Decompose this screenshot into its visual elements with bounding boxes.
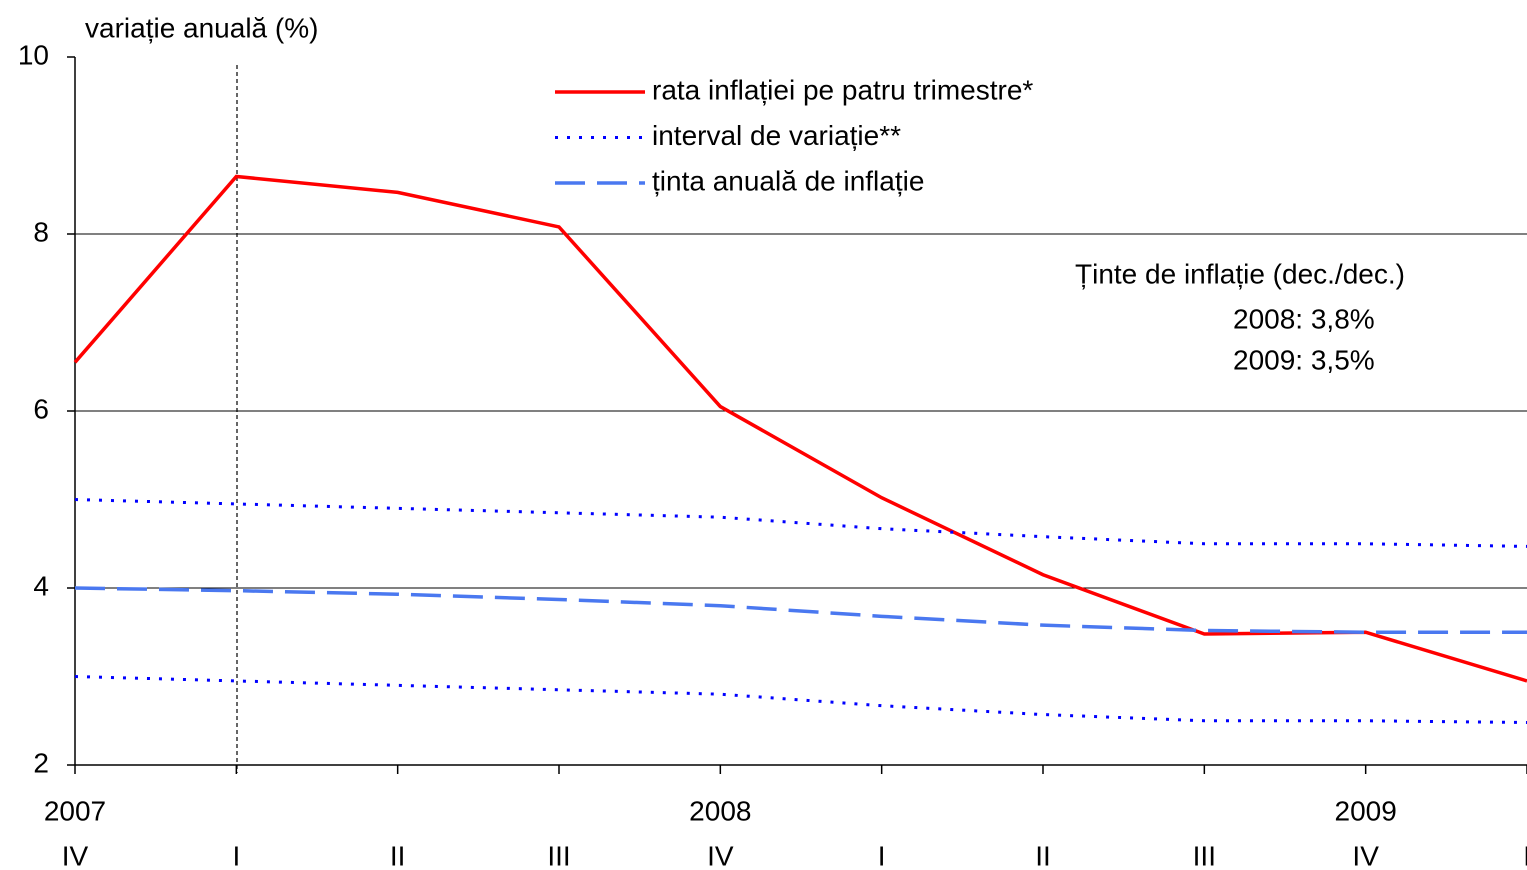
x-tick-label: IV xyxy=(62,840,89,870)
x-tick-label: IV xyxy=(707,840,734,870)
y-tick-label: 4 xyxy=(33,570,49,601)
y-tick-label: 2 xyxy=(33,747,49,778)
annotation: 2009: 3,5% xyxy=(1233,344,1375,375)
x-tick-label: III xyxy=(547,840,570,870)
axis-title: variație anuală (%) xyxy=(85,12,318,43)
x-tick-label: II xyxy=(1035,840,1051,870)
year-label: 2009 xyxy=(1335,795,1397,826)
year-label: 2008 xyxy=(689,795,751,826)
series-line xyxy=(74,675,1527,725)
x-tick-label: II xyxy=(390,840,406,870)
x-tick-label: I xyxy=(878,840,886,870)
series-line xyxy=(74,586,1527,634)
x-tick-label: I xyxy=(232,840,240,870)
year-label: 2007 xyxy=(44,795,106,826)
legend-label: ținta anuală de inflație xyxy=(652,165,924,196)
series-line xyxy=(74,498,1527,548)
series-line xyxy=(73,174,1527,683)
x-tick-label: IV xyxy=(1352,840,1379,870)
legend-label: rata inflației pe patru trimestre* xyxy=(652,74,1033,105)
y-tick-label: 6 xyxy=(33,393,49,424)
legend-label: interval de variație** xyxy=(652,120,901,151)
y-tick-label: 8 xyxy=(33,216,49,247)
x-tick-label: III xyxy=(1193,840,1216,870)
annotation: 2008: 3,8% xyxy=(1233,303,1375,334)
x-tick-label: I xyxy=(1523,840,1527,870)
y-tick-label: 10 xyxy=(18,39,49,70)
annotation: Ținte de inflație (dec./dec.) xyxy=(1075,258,1405,289)
